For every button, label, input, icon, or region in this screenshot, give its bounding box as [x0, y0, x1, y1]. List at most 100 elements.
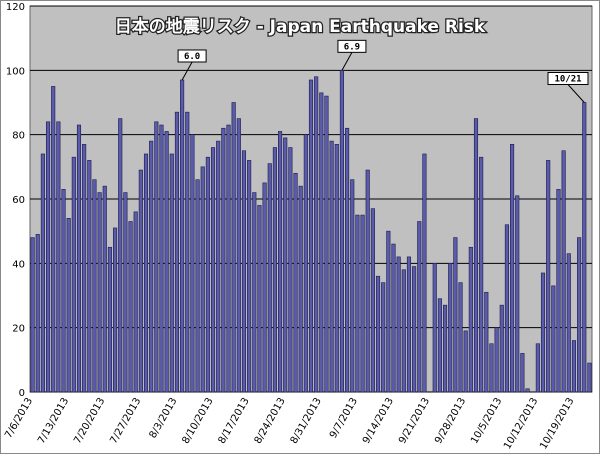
- bar: [102, 185, 107, 393]
- y-tick-label: 40: [12, 259, 25, 270]
- y-tick-label: 0: [19, 388, 25, 399]
- bar: [329, 140, 334, 393]
- bar: [278, 131, 283, 393]
- annotation-leader: [567, 84, 585, 103]
- bar: [463, 330, 468, 393]
- bar: [520, 353, 525, 393]
- bar: [546, 160, 551, 393]
- bar: [360, 214, 365, 393]
- bar: [504, 224, 509, 393]
- bar: [66, 218, 71, 393]
- bar: [298, 185, 303, 393]
- y-tick-label: 100: [6, 66, 25, 77]
- bar: [396, 256, 401, 393]
- bar: [484, 291, 489, 393]
- bar: [468, 246, 473, 393]
- bar: [391, 243, 396, 393]
- bar: [515, 195, 520, 393]
- chart-title: 日本の地震リスク - Japan Earthquake Risk: [115, 16, 486, 37]
- annotation-box: [177, 49, 207, 63]
- bar: [319, 92, 324, 393]
- bar: [221, 127, 226, 393]
- bar: [437, 298, 442, 393]
- bar: [577, 237, 582, 393]
- bar: [164, 131, 169, 393]
- bar: [45, 121, 51, 393]
- bar: [56, 121, 61, 393]
- bar: [535, 343, 540, 393]
- bar: [123, 192, 128, 393]
- bar: [314, 76, 319, 393]
- bar: [82, 144, 87, 393]
- bar: [432, 263, 437, 393]
- bar: [200, 166, 205, 393]
- bar: [288, 147, 293, 393]
- bar: [401, 269, 406, 393]
- bar: [169, 153, 174, 393]
- bar: [231, 102, 236, 393]
- bar: [30, 237, 35, 393]
- bar: [35, 234, 40, 393]
- bar: [107, 246, 112, 393]
- bar: [375, 275, 381, 393]
- bar: [210, 147, 216, 393]
- bar: [406, 256, 412, 393]
- bar: [571, 340, 577, 393]
- bar: [262, 182, 267, 393]
- bar: [61, 189, 66, 393]
- bar: [154, 121, 159, 393]
- bar: [216, 140, 221, 393]
- bar: [308, 79, 314, 393]
- annotation-box: [547, 72, 589, 85]
- annotation: 6.0: [184, 52, 200, 62]
- bar: [267, 163, 272, 393]
- bar: [97, 192, 102, 393]
- bar: [561, 150, 566, 393]
- bar: [494, 327, 499, 393]
- bar: [92, 179, 97, 393]
- bar: [190, 134, 195, 393]
- bar: [205, 156, 210, 393]
- bar: [350, 179, 355, 393]
- bar: [87, 160, 92, 393]
- bar: [236, 118, 241, 393]
- bar: [370, 208, 375, 393]
- bar: [587, 362, 592, 393]
- bar: [138, 169, 143, 393]
- annotation-box: [337, 39, 367, 53]
- bar: [113, 227, 118, 393]
- bar: [422, 153, 427, 393]
- bar: [118, 118, 123, 393]
- bar: [525, 388, 530, 393]
- bar: [40, 153, 45, 393]
- annotation-leader: [341, 52, 353, 71]
- y-tick-label: 60: [12, 195, 25, 206]
- bar: [149, 140, 154, 393]
- bar: [582, 102, 587, 393]
- bar: [489, 343, 494, 393]
- bar: [443, 304, 448, 393]
- bar: [283, 137, 288, 393]
- bar: [133, 211, 138, 393]
- bar: [458, 282, 463, 393]
- bar: [479, 156, 484, 393]
- bar: [510, 144, 515, 393]
- y-tick-label: 20: [12, 324, 25, 335]
- bar: [272, 147, 277, 393]
- bar: [566, 253, 571, 393]
- bar: [76, 124, 82, 393]
- bar: [551, 285, 556, 393]
- bar: [540, 272, 546, 393]
- bar: [556, 189, 561, 393]
- y-tick-label: 120: [6, 2, 25, 13]
- bar: [324, 95, 329, 393]
- bar: [185, 111, 190, 393]
- bar: [448, 263, 453, 393]
- bar: [257, 205, 262, 393]
- bar: [180, 79, 185, 393]
- bar: [334, 144, 339, 393]
- bar: [381, 282, 386, 393]
- bar: [412, 266, 417, 393]
- bar: [226, 124, 231, 393]
- bar: [51, 86, 56, 393]
